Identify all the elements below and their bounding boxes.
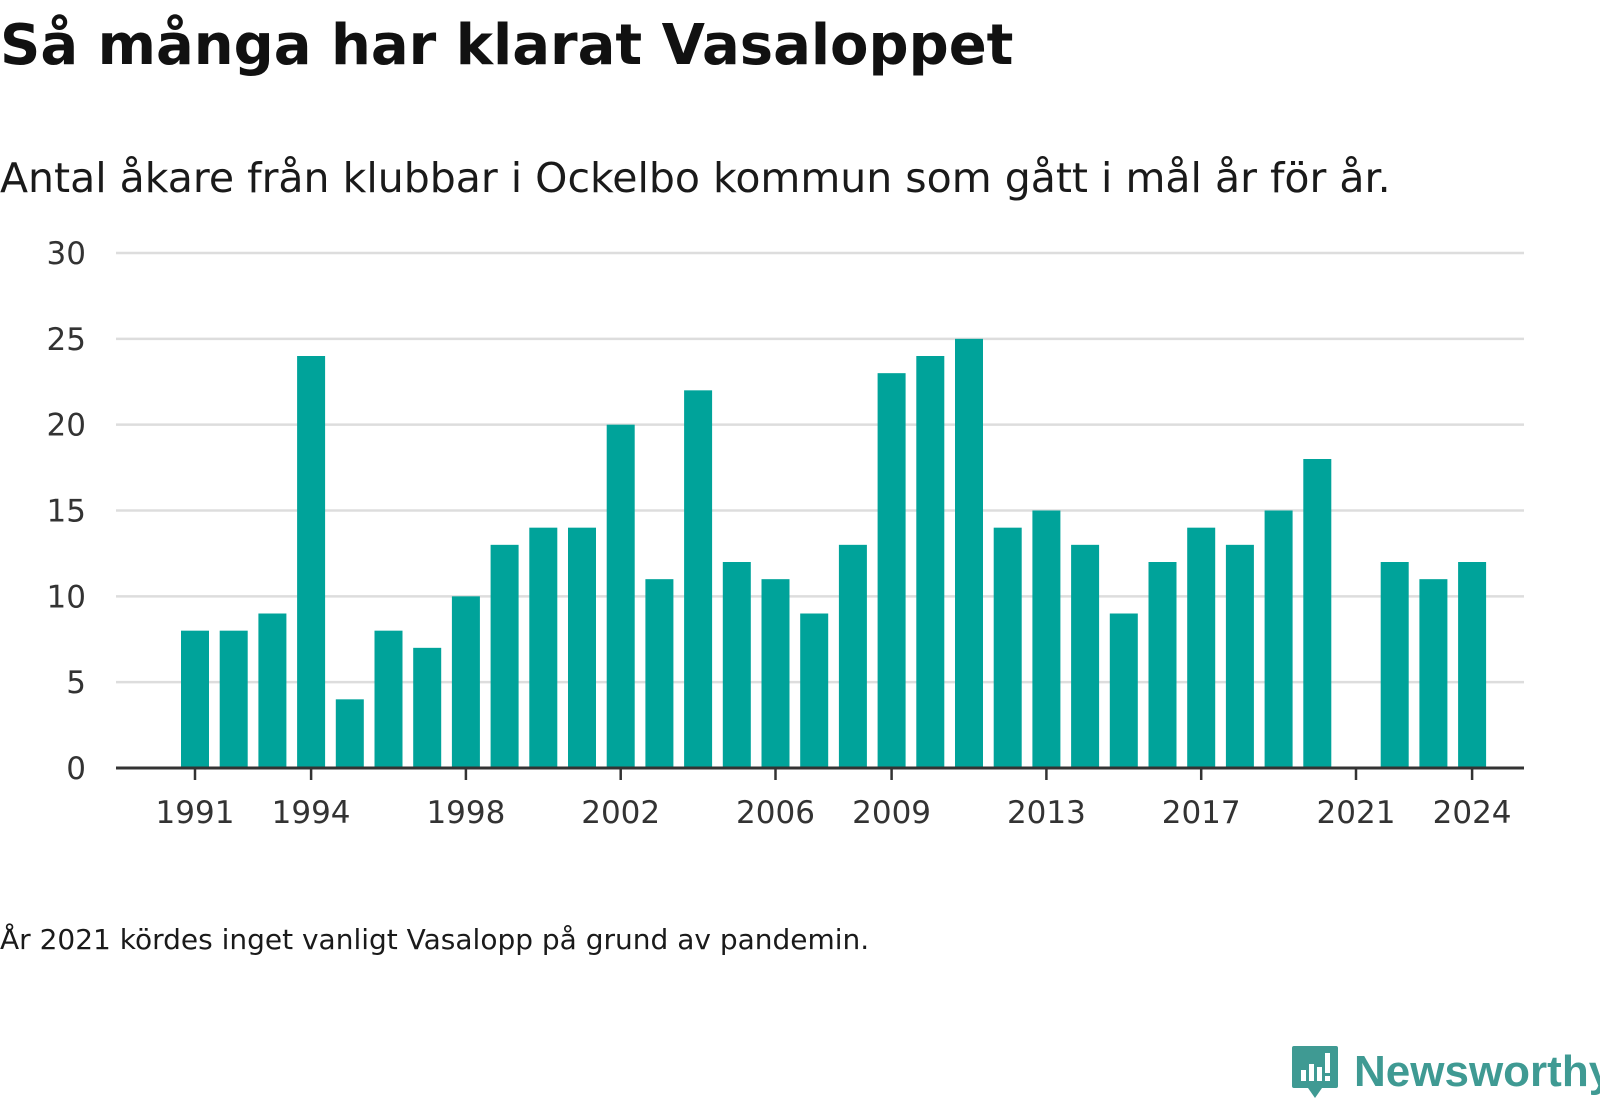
newsworthy-logo-icon	[1292, 1046, 1338, 1098]
bar-2019	[1264, 510, 1293, 768]
x-tick-label: 1991	[156, 795, 235, 831]
y-tick-label: 15	[47, 494, 86, 530]
bar-2002	[606, 424, 635, 768]
x-tick-label: 2013	[1007, 795, 1086, 831]
bar-2005	[722, 562, 751, 768]
bar-2013	[1032, 510, 1061, 768]
bar-2011	[955, 338, 983, 768]
bar-2022	[1380, 562, 1409, 768]
bar-2024	[1458, 562, 1487, 768]
bar-2009	[877, 373, 906, 768]
bar-2015	[1109, 613, 1138, 768]
bar-1996	[374, 630, 403, 768]
bar-2012	[993, 527, 1022, 768]
y-tick-label: 0	[66, 751, 86, 787]
x-tick-label: 2006	[736, 795, 815, 831]
bar-2016	[1148, 562, 1177, 768]
bar-1995	[335, 699, 364, 768]
bar-1994	[297, 356, 326, 768]
y-tick-label: 20	[47, 408, 86, 444]
bar-1999	[490, 544, 519, 768]
y-tick-label: 5	[66, 665, 86, 701]
y-tick-label: 30	[47, 236, 86, 272]
bar-2000	[529, 527, 558, 768]
bar-2001	[568, 527, 596, 768]
bar-2004	[684, 390, 713, 768]
bar-2014	[1071, 544, 1100, 768]
bar-2006	[761, 579, 790, 768]
chart-title: Så många har klarat Vasaloppet	[0, 13, 1014, 78]
x-tick-label: 2017	[1162, 795, 1241, 831]
bar-1993	[258, 613, 287, 768]
y-tick-label: 10	[47, 579, 86, 615]
bar-chart: 0 5 10 15 20 25 30 1991 1994 1998 2002 2006 2009 2013…	[47, 236, 1524, 831]
x-tick-label: 2021	[1317, 795, 1396, 831]
bar-2018	[1225, 544, 1254, 768]
axes: 0 5 10 15 20 25 30 1991 1994 1998 2002 2006 2009 2013…	[47, 236, 1524, 831]
y-tick-label: 25	[47, 322, 86, 358]
bar-2020	[1303, 459, 1332, 768]
x-tick-label: 1998	[426, 795, 505, 831]
newsworthy-brand[interactable]: Newsworthy	[1290, 1042, 1600, 1100]
brand-name: Newsworthy	[1354, 1047, 1600, 1096]
bar-2008	[838, 544, 867, 768]
x-tick-label: 2009	[852, 795, 931, 831]
x-tick-label: 1994	[272, 795, 351, 831]
chart-footnote: År 2021 kördes inget vanligt Vasalopp på…	[0, 923, 870, 956]
bar-2007	[800, 613, 829, 768]
x-tick-label: 2002	[581, 795, 660, 831]
bar-1992	[219, 630, 248, 768]
bars	[181, 338, 1487, 768]
bar-1991	[181, 630, 209, 768]
bar-2017	[1187, 527, 1216, 768]
chart-subtitle: Antal åkare från klubbar i Ockelbo kommu…	[0, 154, 1391, 202]
bar-1998	[451, 596, 480, 768]
bar-2003	[645, 579, 674, 768]
bar-1997	[413, 647, 442, 768]
x-tick-label: 2024	[1433, 795, 1512, 831]
bar-2023	[1419, 579, 1448, 768]
bar-2010	[916, 356, 945, 768]
